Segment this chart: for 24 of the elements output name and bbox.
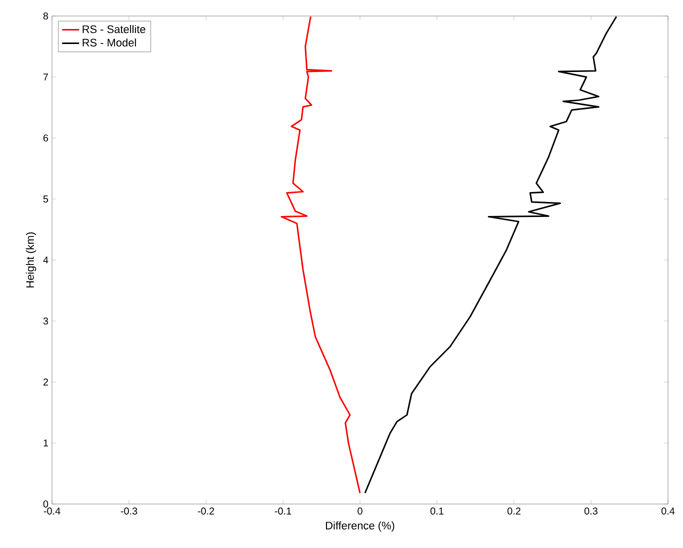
x-tick-label: 0.4 bbox=[661, 508, 675, 515]
y-tick-label: 2 bbox=[43, 378, 48, 386]
y-tick-label: 7 bbox=[43, 74, 48, 80]
x-axis-title: Difference (%) bbox=[326, 521, 394, 532]
y-tick-label: 8 bbox=[43, 12, 48, 20]
x-tick-label: -0.3 bbox=[120, 508, 138, 515]
x-tick-label: -0.4 bbox=[44, 508, 60, 515]
x-tick-label: 0.2 bbox=[507, 508, 520, 515]
x-tick-label: 0.1 bbox=[430, 508, 444, 515]
x-tick-label: 0 bbox=[358, 508, 362, 515]
y-tick-label: 0 bbox=[43, 500, 48, 508]
y-axis-title: Height (km) bbox=[26, 232, 36, 288]
y-tick-label: 6 bbox=[43, 134, 48, 142]
legend-label: RS - Model bbox=[82, 38, 136, 47]
y-tick-label: 5 bbox=[43, 196, 48, 202]
x-tick-label: -0.2 bbox=[198, 508, 214, 515]
legend-label: RS - Satellite bbox=[82, 25, 146, 34]
line-series bbox=[364, 16, 618, 494]
x-tick-label: 0.3 bbox=[584, 508, 598, 515]
y-tick-label: 3 bbox=[43, 317, 48, 325]
x-tick-label: -0.1 bbox=[274, 508, 292, 515]
y-tick-label: 1 bbox=[44, 440, 48, 446]
line-series bbox=[280, 16, 361, 494]
y-tick-label: 4 bbox=[43, 256, 48, 264]
